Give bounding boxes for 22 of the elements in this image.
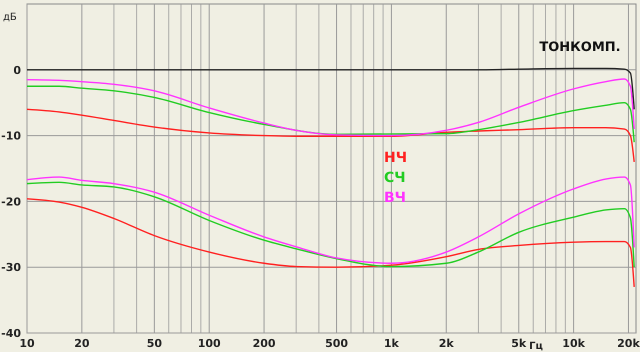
y-tick-label: -20 bbox=[1, 195, 22, 208]
x-tick-label: 50 bbox=[146, 337, 162, 350]
x-tick-label: 5k bbox=[511, 337, 527, 350]
series-label: НЧ bbox=[384, 150, 408, 166]
x-tick-label: 20k bbox=[617, 337, 640, 350]
x-tick-label: 10k bbox=[562, 337, 586, 350]
y-tick-label: -40 bbox=[1, 327, 22, 340]
x-tick-label: 20 bbox=[74, 337, 90, 350]
y-tick-label: -10 bbox=[1, 130, 22, 143]
y-tick-label: 0 bbox=[13, 64, 22, 77]
x-tick-label: 200 bbox=[252, 337, 276, 350]
text: СЧ bbox=[384, 170, 406, 186]
x-tick-label: 100 bbox=[198, 337, 222, 350]
text: ВЧ bbox=[384, 190, 406, 206]
x-tick-label: 2k bbox=[438, 337, 454, 350]
y-axis-title: дБ bbox=[3, 12, 17, 23]
x-tick-label: 500 bbox=[325, 337, 348, 350]
y-tick-label: -30 bbox=[1, 261, 22, 274]
text: ТОНКОМП. bbox=[539, 40, 621, 55]
x-tick-label: 1k bbox=[384, 337, 400, 350]
x-tick-label: 10 bbox=[19, 337, 35, 350]
x-axis-title: Гц bbox=[529, 341, 543, 352]
